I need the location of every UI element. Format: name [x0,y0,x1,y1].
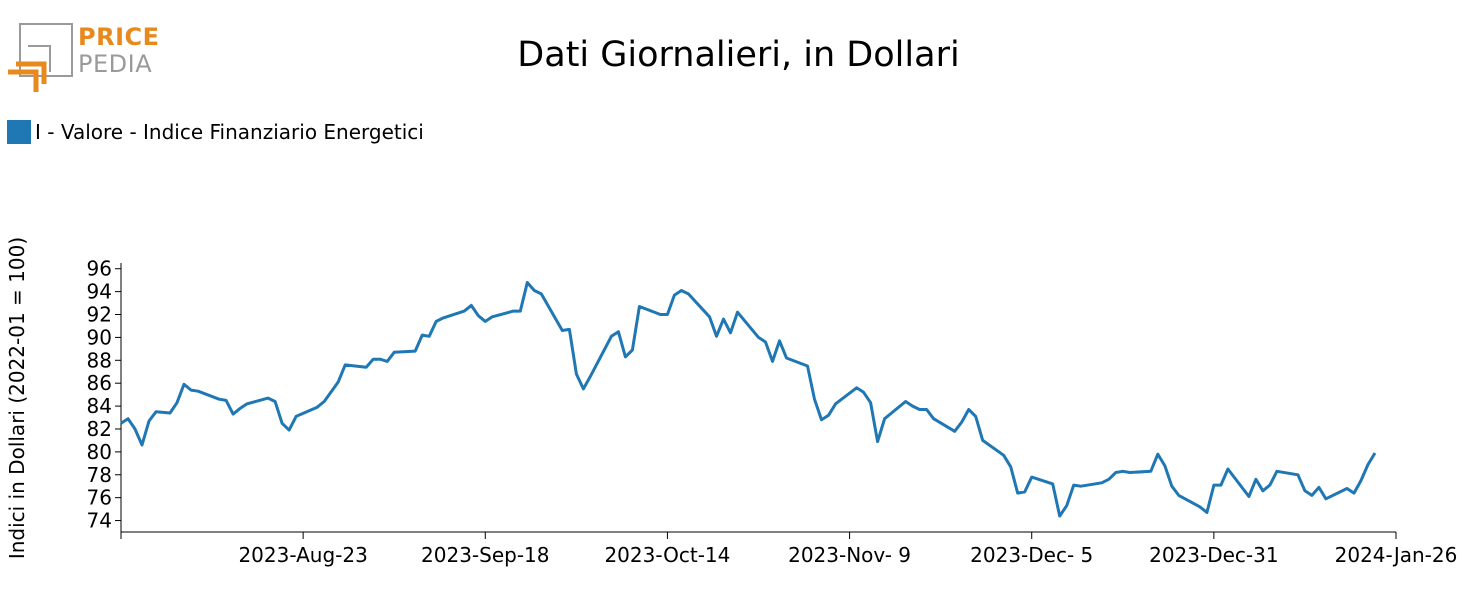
y-tick-label: 88 [87,348,112,372]
y-tick-label: 96 [87,257,112,281]
y-tick-label: 78 [87,463,112,487]
legend-swatch [7,120,31,144]
series-line [120,281,1377,518]
x-tick-label: 2023-Dec- 5 [970,543,1093,567]
logo-text-price: PRICE [78,23,160,51]
y-tick-label: 76 [87,486,112,510]
y-tick-label: 94 [87,280,112,304]
y-tick-label: 86 [87,371,112,395]
y-tick-label: 80 [87,440,112,464]
y-axis-label: Indici in Dollari (2022-01 = 100) [5,237,29,559]
y-tick-label: 90 [87,325,112,349]
x-tick-label: 2023-Nov- 9 [788,543,911,567]
logo-mark-icon [8,23,73,92]
legend-label: I - Valore - Indice Finanziario Energeti… [35,120,424,144]
y-tick-label: 84 [87,394,112,418]
series-layer [120,281,1377,518]
x-tick-label: 2023-Dec-31 [1149,543,1278,567]
legend: I - Valore - Indice Finanziario Energeti… [7,119,424,145]
y-tick-label: 92 [87,303,112,327]
x-tick-label: 2023-Oct-14 [604,543,730,567]
pricepedia-logo: PRICE PEDIA [6,22,166,94]
x-tick-label: 2023-Aug-23 [238,543,367,567]
y-tick-label: 82 [87,417,112,441]
y-tick-label: 74 [87,509,112,533]
chart-title: Dati Giornalieri, in Dollari [517,35,960,75]
x-tick-label: 2024-Jan-26 [1335,543,1458,567]
x-axis: 2023-Aug-23 2023-Sep-18 2023-Oct-14 2023-No… [120,531,1458,567]
x-tick-label: 2023-Sep-18 [421,543,549,567]
logo-text-pedia: PEDIA [78,50,153,78]
